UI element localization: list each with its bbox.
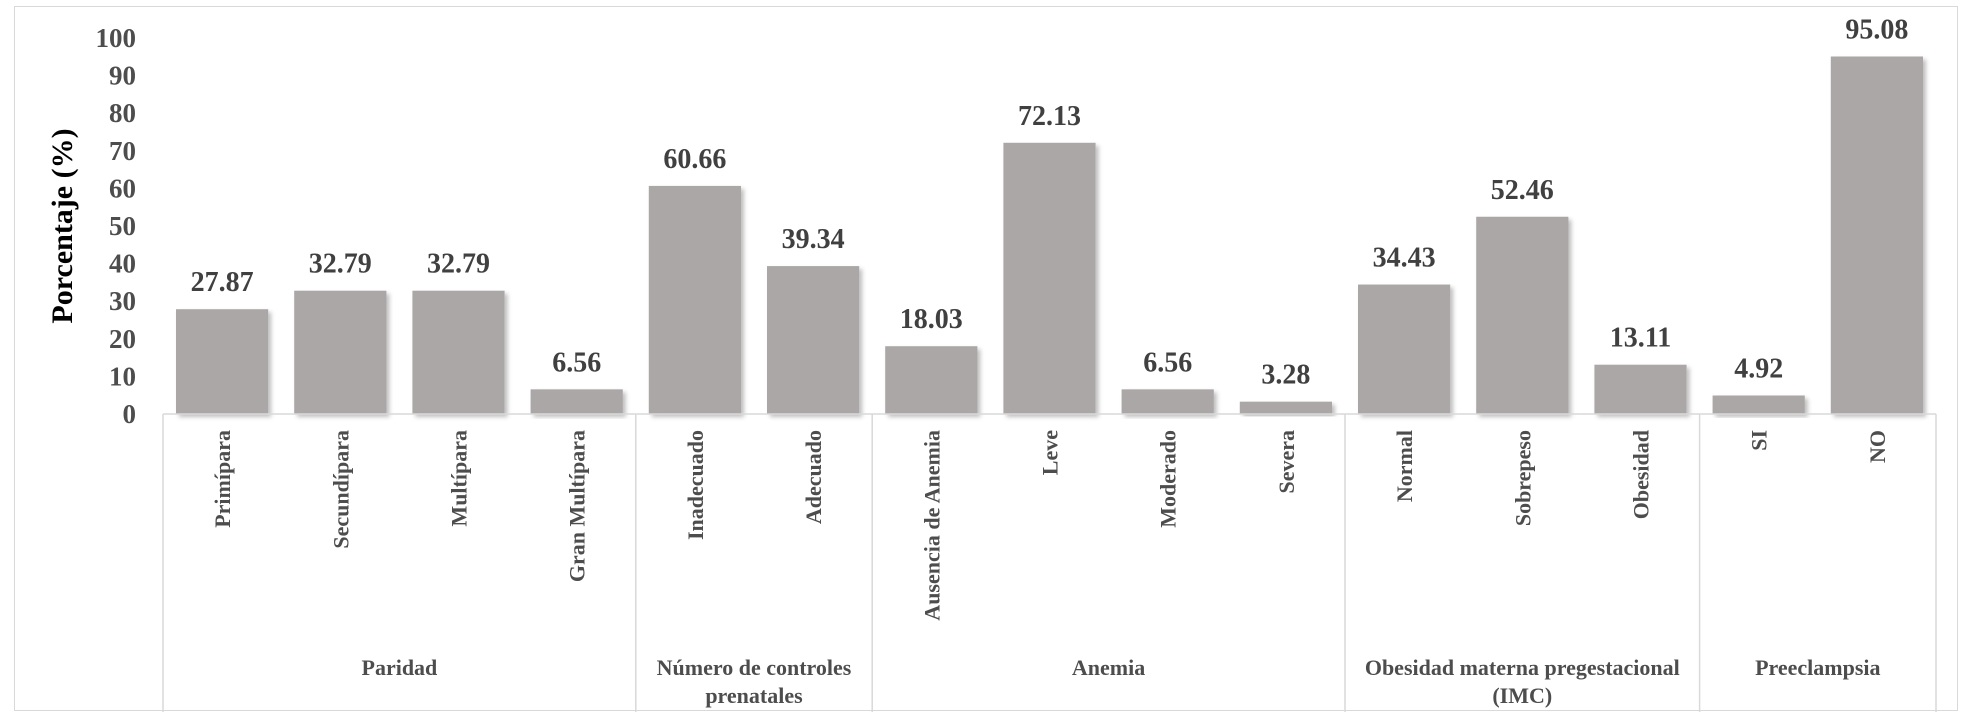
y-tick-label: 20 [109, 324, 136, 354]
y-tick-label: 10 [109, 361, 136, 391]
data-label: 39.34 [782, 224, 845, 255]
bar [767, 266, 860, 414]
bar [1594, 364, 1687, 414]
y-tick-label: 70 [109, 136, 136, 166]
data-label: 60.66 [663, 144, 726, 175]
bar [1358, 284, 1451, 414]
category-label: Inadecuado [683, 430, 708, 540]
y-axis: 0 10 20 30 40 50 60 70 80 90 100 [96, 23, 137, 429]
data-label: 27.87 [191, 267, 254, 298]
group-label: Número de controles prenatales [657, 655, 852, 708]
bar [176, 309, 269, 414]
category-labels: Primípara Secundípara Multípara Gran Multíp… [210, 430, 1890, 621]
category-label: Severa [1274, 430, 1299, 494]
group-label: Preeclampsia [1755, 655, 1880, 680]
y-tick-label: 50 [109, 211, 136, 241]
data-label: 95.08 [1845, 14, 1908, 45]
category-label: Sobrepeso [1510, 430, 1535, 526]
bar [1712, 395, 1805, 414]
data-label: 32.79 [427, 249, 490, 280]
data-label: 72.13 [1018, 101, 1081, 132]
category-axis [162, 413, 1937, 712]
y-tick-label: 40 [109, 249, 136, 279]
group-label: Anemia [1072, 655, 1145, 680]
bars [176, 56, 1923, 414]
bar [1830, 56, 1923, 414]
bar [1476, 216, 1569, 414]
data-label: 3.28 [1261, 360, 1310, 391]
data-label: 4.92 [1734, 354, 1783, 385]
category-label: Multípara [447, 430, 472, 527]
category-label: Secundípara [328, 430, 353, 549]
category-label: SI [1747, 430, 1772, 451]
data-label: 32.79 [309, 249, 372, 280]
group-label: Obesidad materna pregestacional (IMC) [1365, 655, 1680, 708]
bar [885, 346, 978, 414]
data-label: 52.46 [1491, 175, 1554, 206]
bar [648, 185, 741, 414]
category-label: Primípara [210, 430, 235, 528]
bar [1003, 142, 1096, 414]
data-label: 13.11 [1610, 323, 1671, 354]
data-labels: 27.87 32.79 32.79 6.56 60.66 39.34 18.03 72.13 6… [191, 14, 1909, 390]
y-tick-label: 30 [109, 286, 136, 316]
data-label: 6.56 [1143, 347, 1192, 378]
data-label: 6.56 [552, 347, 601, 378]
y-tick-label: 90 [109, 61, 136, 91]
bar [412, 290, 505, 414]
category-label: Obesidad [1629, 430, 1654, 519]
y-tick-label: 80 [109, 98, 136, 128]
y-tick-label: 100 [96, 23, 137, 53]
category-label: Leve [1038, 430, 1063, 475]
category-label: NO [1865, 430, 1890, 463]
data-label: 18.03 [900, 304, 963, 335]
group-label: Paridad [362, 655, 438, 680]
y-axis-label: Porcentaje (%) [46, 128, 79, 323]
y-tick-label: 0 [123, 399, 137, 429]
category-label: Moderado [1156, 430, 1181, 528]
group-labels: Paridad Número de controles prenatales Anem… [362, 655, 1881, 708]
category-label: Normal [1392, 430, 1417, 502]
category-label: Adecuado [801, 430, 826, 524]
bar [1121, 389, 1214, 414]
category-label: Gran Multípara [565, 430, 590, 582]
y-tick-label: 60 [109, 173, 136, 203]
bar [294, 290, 387, 414]
bar [530, 389, 623, 414]
bar [1239, 401, 1332, 414]
category-label: Ausencia de Anemia [919, 430, 944, 621]
data-label: 34.43 [1373, 243, 1436, 274]
